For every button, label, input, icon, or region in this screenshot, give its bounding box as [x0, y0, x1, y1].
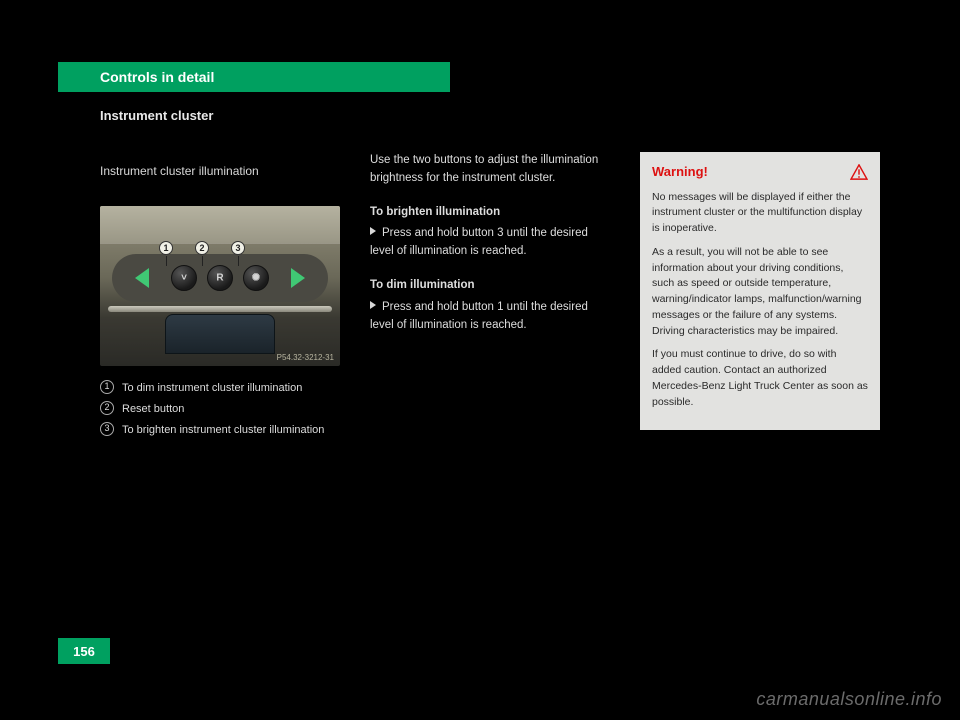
dim-knob-glyph: ˅	[181, 273, 187, 284]
watermark-text: carmanualsonline.info	[756, 689, 942, 710]
page-number: 156	[73, 644, 95, 659]
legend-row: 3 To brighten instrument cluster illumin…	[100, 420, 324, 441]
col2-bullet-dim-text: Press and hold button 1 until the desire…	[370, 301, 588, 331]
legend-text-1: To dim instrument cluster illumination	[122, 378, 302, 399]
legend-num-3: 3	[100, 422, 114, 436]
col2-subhead-brighten: To brighten illumination	[370, 204, 610, 222]
legend-num-2: 2	[100, 401, 114, 415]
triangle-bullet-icon	[370, 301, 376, 309]
callout-legend: 1 To dim instrument cluster illumination…	[100, 378, 324, 441]
page-number-badge: 156	[58, 638, 110, 664]
section-heading: Instrument cluster	[100, 108, 213, 123]
warning-body: No messages will be displayed if either …	[640, 190, 880, 431]
turn-signal-right-icon	[291, 268, 305, 288]
warning-p2: As a result, you will not be able to see…	[652, 245, 868, 340]
legend-row: 1 To dim instrument cluster illumination	[100, 378, 324, 399]
dim-knob: ˅	[171, 265, 197, 291]
col2-bullet-brighten: Press and hold button 3 until the desire…	[370, 225, 610, 261]
callout-badge-1: 1	[159, 241, 173, 255]
col2-intro: Use the two buttons to adjust the illumi…	[370, 152, 610, 188]
dash-display-screen	[165, 314, 275, 354]
instrument-cluster-image: 1 2 3 ˅ R ✺ P54.32-3212-31	[100, 206, 340, 366]
warning-header: Warning!	[640, 152, 880, 190]
legend-num-1: 1	[100, 380, 114, 394]
reset-knob-label: R	[216, 273, 223, 284]
legend-text-3: To brighten instrument cluster illuminat…	[122, 420, 324, 441]
warning-box: Warning! No messages will be displayed i…	[640, 152, 880, 430]
legend-row: 2 Reset button	[100, 399, 324, 420]
subtitle-text: Instrument cluster illumination	[100, 164, 259, 178]
callout-badge-2: 2	[195, 241, 209, 255]
turn-signal-left-icon	[135, 268, 149, 288]
knob-cluster: 1 2 3 ˅ R ✺	[171, 265, 269, 291]
triangle-bullet-icon	[370, 227, 376, 235]
col2-subhead-dim: To dim illumination	[370, 277, 610, 295]
warning-p1: No messages will be displayed if either …	[652, 190, 868, 237]
header-title: Controls in detail	[100, 69, 214, 85]
brighten-knob: ✺	[243, 265, 269, 291]
col2-bullet-brighten-text: Press and hold button 3 until the desire…	[370, 227, 588, 257]
dash-top-trim	[100, 206, 340, 244]
brighten-knob-glyph: ✺	[252, 273, 260, 284]
callout-badge-3: 3	[231, 241, 245, 255]
col2-bullet-dim: Press and hold button 1 until the desire…	[370, 299, 610, 335]
dash-chrome-strip	[108, 306, 332, 312]
warning-triangle-icon	[850, 164, 868, 180]
dash-control-panel: 1 2 3 ˅ R ✺	[112, 254, 328, 302]
legend-text-2: Reset button	[122, 399, 184, 420]
header-bar: Controls in detail	[58, 62, 450, 92]
warning-title: Warning!	[652, 162, 708, 182]
warning-p3: If you must continue to drive, do so wit…	[652, 347, 868, 410]
image-reference-code: P54.32-3212-31	[277, 353, 334, 362]
reset-knob: R	[207, 265, 233, 291]
body-column-2: Use the two buttons to adjust the illumi…	[370, 152, 610, 341]
